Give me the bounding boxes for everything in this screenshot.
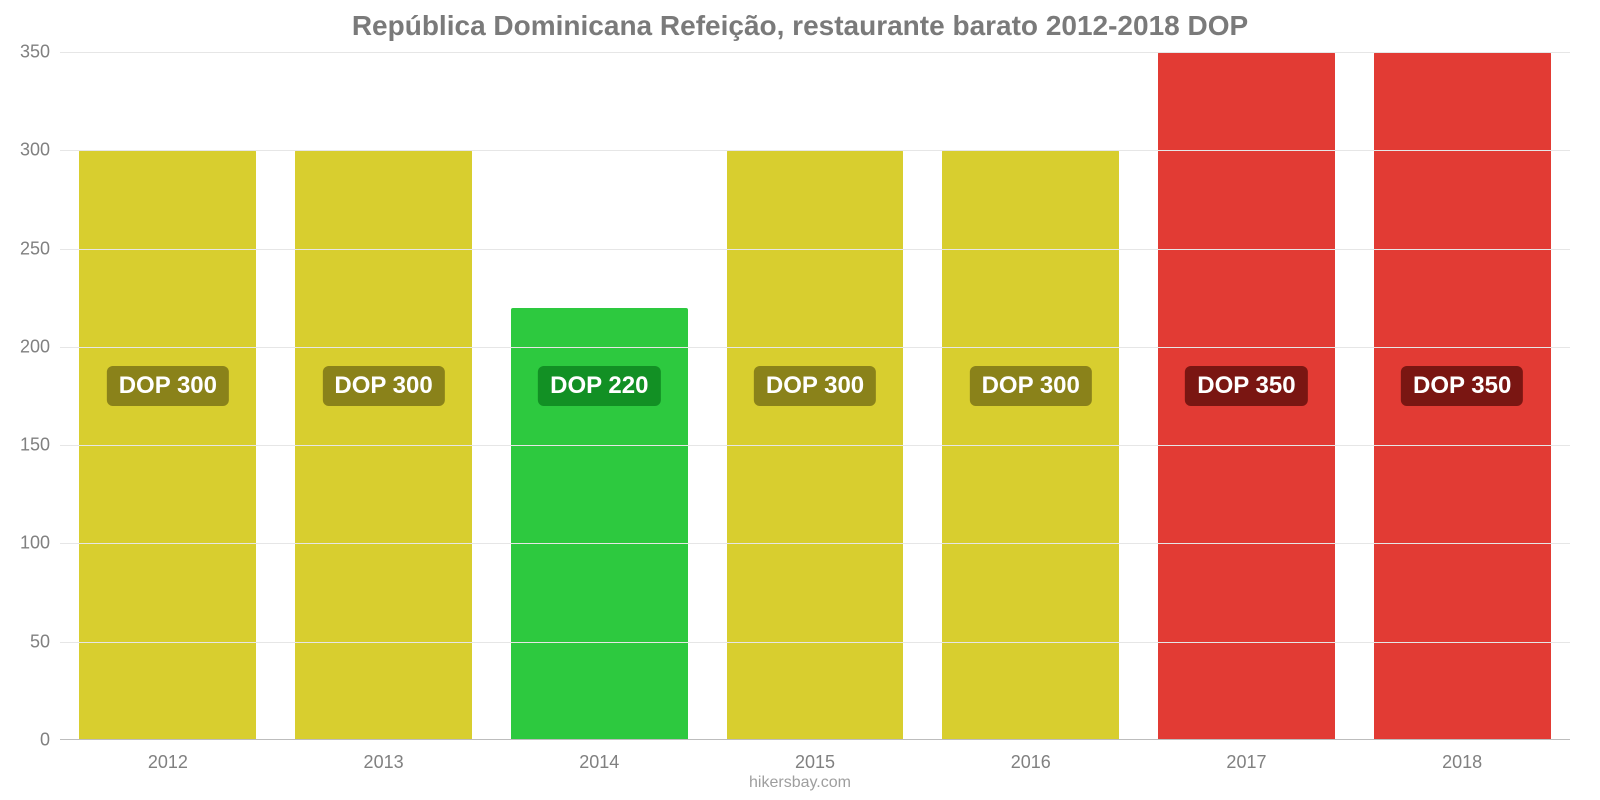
- x-tick-label: 2018: [1442, 740, 1482, 773]
- bar-slot: DOP 3502018: [1354, 52, 1570, 740]
- y-tick-label: 250: [20, 238, 60, 259]
- chart-title: República Dominicana Refeição, restauran…: [0, 10, 1600, 42]
- value-badge: DOP 300: [970, 366, 1092, 406]
- grid-line: [60, 249, 1570, 250]
- bars-container: DOP 3002012DOP 3002013DOP 2202014DOP 300…: [60, 52, 1570, 740]
- y-tick-label: 100: [20, 533, 60, 554]
- x-tick-label: 2013: [364, 740, 404, 773]
- bar-slot: DOP 2202014: [491, 52, 707, 740]
- value-badge: DOP 350: [1401, 366, 1523, 406]
- value-badge: DOP 300: [107, 366, 229, 406]
- x-tick-label: 2012: [148, 740, 188, 773]
- bar-slot: DOP 3002015: [707, 52, 923, 740]
- value-badge: DOP 300: [322, 366, 444, 406]
- x-tick-label: 2014: [579, 740, 619, 773]
- x-axis-line: [60, 739, 1570, 740]
- y-tick-label: 0: [40, 730, 60, 751]
- value-badge: DOP 350: [1185, 366, 1307, 406]
- value-badge: DOP 300: [754, 366, 876, 406]
- grid-line: [60, 445, 1570, 446]
- plot-area: DOP 3002012DOP 3002013DOP 2202014DOP 300…: [60, 52, 1570, 740]
- grid-line: [60, 52, 1570, 53]
- y-tick-label: 200: [20, 336, 60, 357]
- bar-slot: DOP 3002013: [276, 52, 492, 740]
- x-tick-label: 2017: [1226, 740, 1266, 773]
- bar-slot: DOP 3002012: [60, 52, 276, 740]
- grid-line: [60, 543, 1570, 544]
- y-tick-label: 150: [20, 435, 60, 456]
- x-tick-label: 2015: [795, 740, 835, 773]
- bar: DOP 350: [1158, 52, 1335, 740]
- y-tick-label: 300: [20, 140, 60, 161]
- grid-line: [60, 347, 1570, 348]
- bar-chart: República Dominicana Refeição, restauran…: [0, 0, 1600, 800]
- y-tick-label: 350: [20, 42, 60, 63]
- bar-slot: DOP 3002016: [923, 52, 1139, 740]
- value-badge: DOP 220: [538, 366, 660, 406]
- grid-line: [60, 150, 1570, 151]
- source-label: hikersbay.com: [0, 774, 1600, 792]
- bar: DOP 220: [511, 308, 688, 740]
- bar: DOP 350: [1374, 52, 1551, 740]
- grid-line: [60, 642, 1570, 643]
- y-tick-label: 50: [30, 631, 60, 652]
- x-tick-label: 2016: [1011, 740, 1051, 773]
- bar-slot: DOP 3502017: [1139, 52, 1355, 740]
